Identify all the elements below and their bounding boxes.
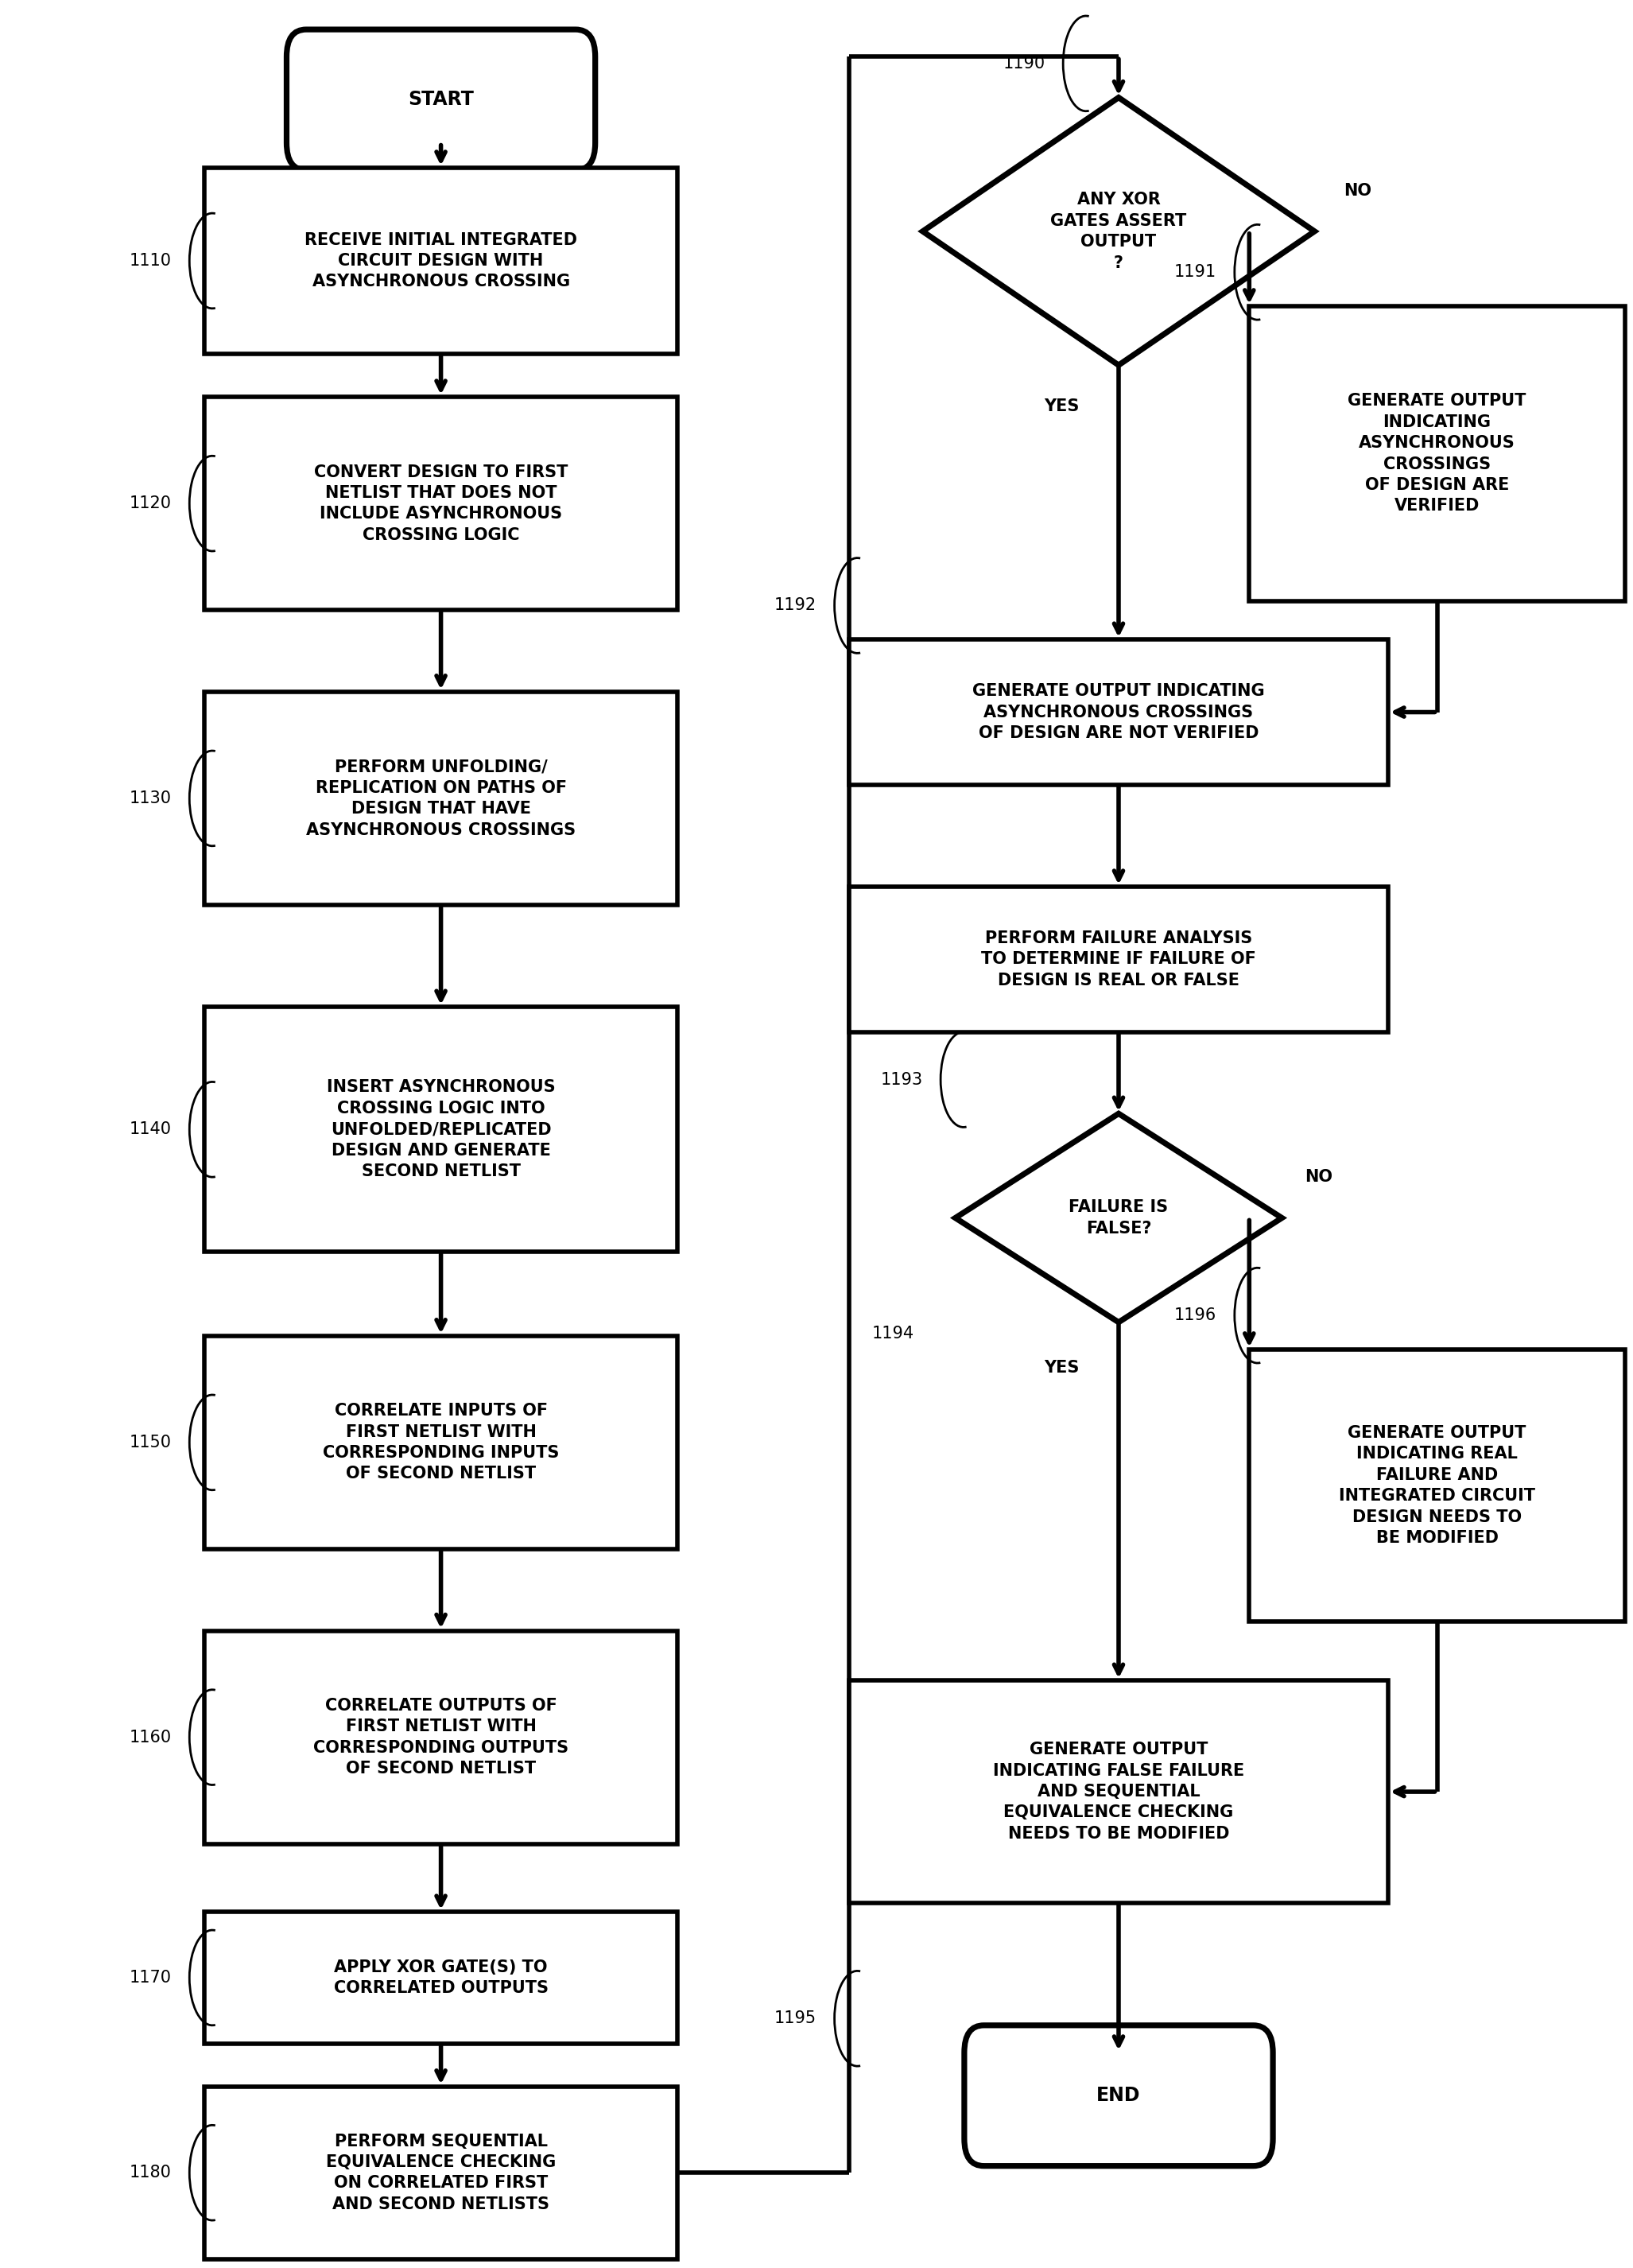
Text: 1192: 1192	[774, 596, 816, 615]
Text: CORRELATE OUTPUTS OF
FIRST NETLIST WITH
CORRESPONDING OUTPUTS
OF SECOND NETLIST: CORRELATE OUTPUTS OF FIRST NETLIST WITH …	[314, 1699, 568, 1776]
Text: YES: YES	[1043, 397, 1079, 415]
Text: CONVERT DESIGN TO FIRST
NETLIST THAT DOES NOT
INCLUDE ASYNCHRONOUS
CROSSING LOGI: CONVERT DESIGN TO FIRST NETLIST THAT DOE…	[314, 465, 568, 542]
Text: 1191: 1191	[1174, 263, 1217, 281]
Text: 1170: 1170	[129, 1969, 171, 1987]
Polygon shape	[204, 692, 678, 905]
Text: 1160: 1160	[129, 1728, 171, 1746]
Text: 1110: 1110	[129, 252, 171, 270]
Text: 1193: 1193	[880, 1070, 923, 1089]
Polygon shape	[849, 887, 1388, 1032]
FancyBboxPatch shape	[286, 29, 594, 170]
Text: YES: YES	[1043, 1359, 1079, 1377]
Text: NO: NO	[1305, 1168, 1333, 1186]
Text: 1190: 1190	[1003, 54, 1045, 73]
Text: GENERATE OUTPUT
INDICATING
ASYNCHRONOUS
CROSSINGS
OF DESIGN ARE
VERIFIED: GENERATE OUTPUT INDICATING ASYNCHRONOUS …	[1347, 392, 1527, 515]
Text: 1195: 1195	[774, 2009, 816, 2028]
Text: 1194: 1194	[872, 1325, 914, 1343]
Polygon shape	[204, 168, 678, 354]
FancyBboxPatch shape	[963, 2025, 1274, 2166]
Polygon shape	[849, 1681, 1388, 1903]
Text: CORRELATE INPUTS OF
FIRST NETLIST WITH
CORRESPONDING INPUTS
OF SECOND NETLIST: CORRELATE INPUTS OF FIRST NETLIST WITH C…	[323, 1404, 558, 1481]
Text: PERFORM SEQUENTIAL
EQUIVALENCE CHECKING
ON CORRELATED FIRST
AND SECOND NETLISTS: PERFORM SEQUENTIAL EQUIVALENCE CHECKING …	[327, 2134, 555, 2211]
Text: PERFORM FAILURE ANALYSIS
TO DETERMINE IF FAILURE OF
DESIGN IS REAL OR FALSE: PERFORM FAILURE ANALYSIS TO DETERMINE IF…	[981, 930, 1256, 989]
Text: GENERATE OUTPUT
INDICATING FALSE FAILURE
AND SEQUENTIAL
EQUIVALENCE CHECKING
NEE: GENERATE OUTPUT INDICATING FALSE FAILURE…	[993, 1742, 1244, 1842]
Polygon shape	[204, 2087, 678, 2259]
Text: 1140: 1140	[129, 1120, 171, 1139]
Text: GENERATE OUTPUT INDICATING
ASYNCHRONOUS CROSSINGS
OF DESIGN ARE NOT VERIFIED: GENERATE OUTPUT INDICATING ASYNCHRONOUS …	[973, 683, 1264, 742]
Text: 1196: 1196	[1174, 1306, 1217, 1325]
Text: 1180: 1180	[129, 2164, 171, 2182]
Polygon shape	[849, 640, 1388, 785]
Text: 1120: 1120	[129, 494, 171, 513]
Polygon shape	[204, 1912, 678, 2043]
Text: 1150: 1150	[129, 1433, 171, 1452]
Polygon shape	[955, 1114, 1282, 1322]
Text: NO: NO	[1344, 181, 1372, 200]
Polygon shape	[204, 1336, 678, 1549]
Polygon shape	[1249, 1349, 1625, 1622]
Text: END: END	[1096, 2087, 1141, 2105]
Polygon shape	[1249, 306, 1625, 601]
Text: INSERT ASYNCHRONOUS
CROSSING LOGIC INTO
UNFOLDED/REPLICATED
DESIGN AND GENERATE
: INSERT ASYNCHRONOUS CROSSING LOGIC INTO …	[327, 1080, 555, 1179]
Text: RECEIVE INITIAL INTEGRATED
CIRCUIT DESIGN WITH
ASYNCHRONOUS CROSSING: RECEIVE INITIAL INTEGRATED CIRCUIT DESIG…	[305, 231, 576, 290]
Text: FAILURE IS
FALSE?: FAILURE IS FALSE?	[1070, 1200, 1168, 1236]
Polygon shape	[204, 397, 678, 610]
Text: START: START	[408, 91, 474, 109]
Text: 1130: 1130	[129, 789, 171, 807]
Text: ANY XOR
GATES ASSERT
OUTPUT
?: ANY XOR GATES ASSERT OUTPUT ?	[1050, 193, 1187, 270]
Polygon shape	[204, 1631, 678, 1844]
Text: PERFORM UNFOLDING/
REPLICATION ON PATHS OF
DESIGN THAT HAVE
ASYNCHRONOUS CROSSIN: PERFORM UNFOLDING/ REPLICATION ON PATHS …	[305, 760, 576, 837]
Text: GENERATE OUTPUT
INDICATING REAL
FAILURE AND
INTEGRATED CIRCUIT
DESIGN NEEDS TO
B: GENERATE OUTPUT INDICATING REAL FAILURE …	[1339, 1424, 1535, 1547]
Text: APPLY XOR GATE(S) TO
CORRELATED OUTPUTS: APPLY XOR GATE(S) TO CORRELATED OUTPUTS	[333, 1960, 549, 1996]
Polygon shape	[923, 98, 1315, 365]
Polygon shape	[204, 1007, 678, 1252]
